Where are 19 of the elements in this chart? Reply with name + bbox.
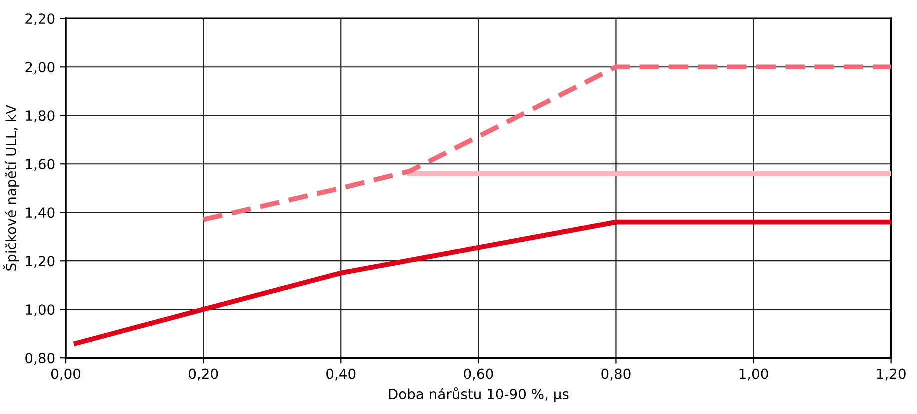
y-tick-label: 2,00 xyxy=(26,62,55,74)
x-tick-label: 1,20 xyxy=(877,368,906,381)
x-axis-title: Doba nárůstu 10-90 %, µs xyxy=(389,388,569,402)
line-series xyxy=(74,220,892,346)
y-tick-label: 1,80 xyxy=(26,110,55,123)
x-tick-label: 0,80 xyxy=(602,368,631,381)
line-series xyxy=(201,64,892,222)
x-tick-label: 0,00 xyxy=(51,368,81,381)
y-tick-label: 1,20 xyxy=(26,256,55,268)
x-tick-label: 0,60 xyxy=(464,368,494,381)
y-axis-title: Špičkové napětí ULL, kV xyxy=(3,105,20,271)
x-tick-label: 0,40 xyxy=(326,368,356,381)
y-tick-label: 0,80 xyxy=(26,353,55,365)
y-tick-label: 1,40 xyxy=(26,208,55,220)
y-tick-label: 2,20 xyxy=(26,14,55,26)
x-tick-label: 0,20 xyxy=(189,368,218,381)
y-tick-label: 1,60 xyxy=(26,159,55,172)
y-tick-label: 1,00 xyxy=(26,304,55,317)
x-tick-label: 1,00 xyxy=(740,368,768,381)
